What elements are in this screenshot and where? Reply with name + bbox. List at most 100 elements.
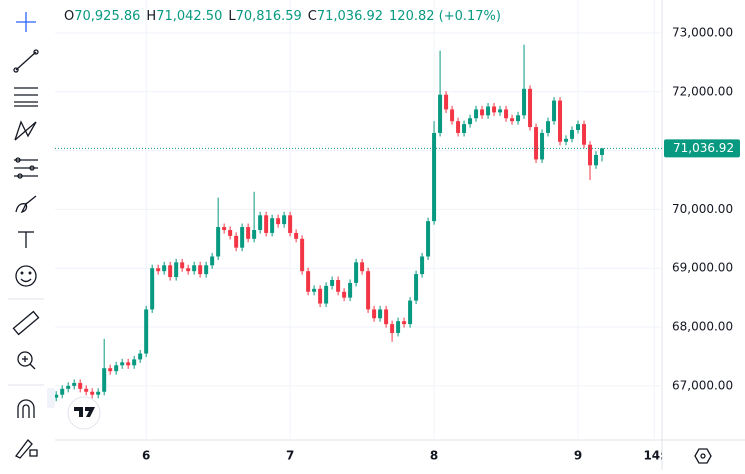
last-price-label: 71,036.92 (673, 141, 734, 155)
ruler-tool[interactable] (12, 310, 40, 336)
candle-body (528, 88, 533, 128)
candle-body (156, 268, 161, 272)
candle-body (432, 132, 437, 222)
candle-body (336, 280, 341, 292)
text-tool[interactable] (18, 231, 34, 248)
trend-line-tool[interactable] (13, 49, 39, 73)
candle-body (552, 100, 557, 122)
brush-tool[interactable] (15, 195, 37, 214)
candle-body (234, 235, 239, 248)
candle-body (570, 130, 575, 139)
candle-body (558, 100, 563, 142)
y-tick-label: 72,000.00 (672, 84, 733, 98)
candle-body (78, 382, 83, 389)
candle-body (576, 124, 581, 130)
last-price-tag (664, 139, 740, 158)
candle-body (522, 88, 527, 116)
candle-body (90, 391, 95, 395)
lock-draw-tool[interactable] (15, 439, 38, 459)
y-tick-label: 68,000.00 (672, 320, 733, 334)
ohlc-item: L70,816.59 (228, 9, 301, 24)
collapse-button[interactable] (47, 388, 55, 408)
fib-tool[interactable] (14, 87, 38, 107)
candle-body (492, 106, 497, 113)
x-tick-label: 6 (142, 449, 150, 463)
candle-body (546, 121, 551, 133)
ohlc-item: O70,925.86 (64, 9, 140, 24)
candle-body (120, 362, 125, 366)
candle-body (258, 215, 263, 230)
zoom-tool[interactable] (17, 351, 36, 370)
candle-body (150, 268, 155, 310)
candle-body (378, 309, 383, 319)
candle-body (600, 148, 605, 155)
ohlc-item: C71,036.92 (308, 9, 383, 24)
candle-body (228, 230, 233, 236)
candle-body (486, 106, 491, 116)
ohlc-legend: O70,925.86 H71,042.50 L70,816.59 C71,036.92… (64, 9, 501, 24)
candle-body (192, 265, 197, 272)
candle-body (402, 321, 407, 325)
candle-body (294, 232, 299, 239)
candle-body (330, 280, 335, 286)
forecast-tool[interactable] (14, 157, 38, 179)
pattern-tool[interactable] (14, 120, 37, 141)
candle-body (504, 109, 509, 119)
logo (67, 396, 101, 430)
candle-body (216, 227, 221, 257)
price-change: 120.82 (+0.17%) (389, 9, 501, 24)
candle-body (168, 265, 173, 278)
candle-body (534, 127, 539, 160)
candle-body (468, 118, 473, 125)
ohlc-value: 70,925.86 (74, 9, 141, 24)
candle-body (270, 218, 275, 233)
candle-body (72, 382, 77, 386)
ohlc-key: H (146, 9, 157, 24)
magnet-tool[interactable] (17, 399, 35, 418)
candle-body (210, 256, 215, 266)
candle-body (300, 238, 305, 272)
candle-body (408, 300, 413, 325)
candle-body (198, 265, 203, 275)
candle-body (540, 132, 545, 160)
y-tick-label: 69,000.00 (672, 261, 733, 275)
ohlc-value: 71,042.50 (156, 9, 223, 24)
candle-body (252, 230, 257, 239)
candle-body (276, 218, 281, 225)
candle-body (480, 109, 485, 116)
candle-body (282, 215, 287, 225)
emoji-tool[interactable] (15, 265, 37, 287)
toolbar (8, 12, 712, 464)
settings-button[interactable] (694, 448, 712, 464)
candle-body (510, 118, 515, 122)
candle-body (312, 288, 317, 292)
candle-body (438, 94, 443, 133)
crosshair-tool[interactable] (16, 12, 36, 32)
candle-body (96, 391, 101, 395)
candle-body (414, 274, 419, 301)
candle-body (240, 227, 245, 248)
candle-body (66, 385, 71, 389)
candle-body (264, 215, 269, 233)
candle-body (126, 362, 131, 366)
candle-body (372, 309, 377, 319)
candle-body (186, 268, 191, 272)
candle-body (582, 124, 587, 145)
candle-body (162, 265, 167, 272)
candle-body (114, 365, 119, 372)
x-tick-label: 7 (286, 449, 294, 463)
candle-body (516, 115, 521, 122)
candle-body (588, 144, 593, 166)
ohlc-value: 70,816.59 (235, 9, 302, 24)
candle-body (318, 288, 323, 304)
candle-body (204, 265, 209, 275)
candle-body (60, 388, 65, 395)
ohlc-value: 71,036.92 (316, 9, 384, 24)
candle-body (324, 285, 329, 304)
candle-body (498, 109, 503, 113)
ohlc-key: O (64, 9, 75, 24)
candle-body (450, 109, 455, 122)
candle-body (396, 321, 401, 333)
